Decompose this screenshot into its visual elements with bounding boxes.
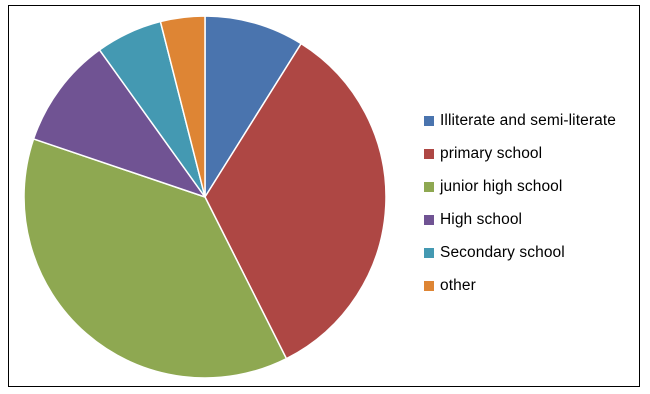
pie-slice-primary-school xyxy=(204,42,387,360)
pie-slices xyxy=(23,15,387,379)
legend-swatch xyxy=(424,181,434,192)
legend-label: primary school xyxy=(440,144,543,162)
legend-item: High school xyxy=(424,203,644,236)
legend-item: other xyxy=(424,269,644,302)
legend-item: Illiterate and semi-literate xyxy=(424,104,644,137)
legend-swatch xyxy=(424,247,434,258)
legend-label: other xyxy=(440,276,476,294)
legend-swatch xyxy=(424,148,434,159)
legend: Illiterate and semi-literate primary scho… xyxy=(424,104,644,302)
legend-label: junior high school xyxy=(440,177,563,195)
legend-item: junior high school xyxy=(424,170,644,203)
pie-slice-other xyxy=(159,15,206,198)
legend-swatch xyxy=(424,214,434,225)
pie-slice-illiterate-and-semi-literate xyxy=(204,15,302,198)
legend-label: Secondary school xyxy=(440,243,565,261)
legend-swatch xyxy=(424,280,434,291)
legend-item: primary school xyxy=(424,137,644,170)
legend-label: Illiterate and semi-literate xyxy=(440,111,616,129)
legend-label: High school xyxy=(440,210,523,228)
legend-swatch xyxy=(424,115,434,126)
pie-slice-junior-high-school xyxy=(23,138,288,379)
legend-item: Secondary school xyxy=(424,236,644,269)
pie-slice-high-school xyxy=(32,49,206,198)
